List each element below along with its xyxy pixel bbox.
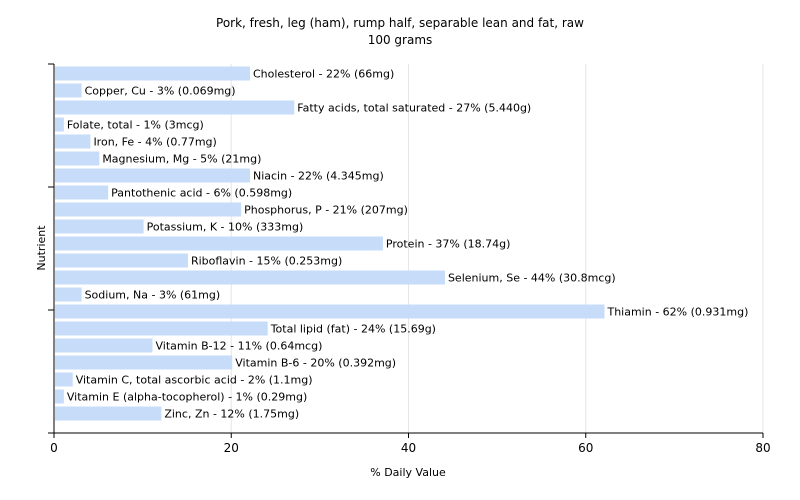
bar-label-0: Cholesterol - 22% (66mg) <box>253 68 394 81</box>
x-tick-label-4: 80 <box>755 441 770 455</box>
bar-13 <box>55 287 82 302</box>
bar-label-6: Niacin - 22% (4.345mg) <box>253 170 384 183</box>
bar-12 <box>55 270 445 285</box>
bar-label-7: Pantothenic acid - 6% (0.598mg) <box>111 187 292 200</box>
bar-label-13: Sodium, Na - 3% (61mg) <box>85 289 221 302</box>
bar-6 <box>55 168 250 183</box>
bar-17 <box>55 355 233 370</box>
bar-10 <box>55 236 383 251</box>
bar-19 <box>55 389 64 404</box>
bar-0 <box>55 66 250 81</box>
x-tick-label-3: 60 <box>578 441 593 455</box>
bar-label-1: Copper, Cu - 3% (0.069mg) <box>85 85 236 98</box>
bar-label-15: Total lipid (fat) - 24% (15.69g) <box>270 323 436 336</box>
bar-1 <box>55 83 82 98</box>
bar-label-11: Riboflavin - 15% (0.253mg) <box>191 255 342 268</box>
bar-label-17: Vitamin B-6 - 20% (0.392mg) <box>235 357 396 370</box>
bar-label-9: Potassium, K - 10% (333mg) <box>147 221 304 234</box>
bar-15 <box>55 321 268 336</box>
bar-18 <box>55 372 73 387</box>
bar-label-14: Thiamin - 62% (0.931mg) <box>606 306 748 319</box>
bar-label-3: Folate, total - 1% (3mcg) <box>67 119 204 132</box>
bar-label-2: Fatty acids, total saturated - 27% (5.44… <box>297 102 531 115</box>
bars-group: Cholesterol - 22% (66mg) Copper, Cu - 3% … <box>55 66 748 421</box>
y-axis-title: Nutrient <box>35 225 48 271</box>
bar-label-5: Magnesium, Mg - 5% (21mg) <box>102 153 261 166</box>
x-tick-label-2: 40 <box>401 441 416 455</box>
bar-7 <box>55 185 109 200</box>
bar-11 <box>55 253 188 268</box>
chart-subtitle: 100 grams <box>368 33 433 47</box>
bar-label-10: Protein - 37% (18.74g) <box>386 238 511 251</box>
bar-2 <box>55 100 295 115</box>
bar-5 <box>55 151 100 166</box>
bar-label-8: Phosphorus, P - 21% (207mg) <box>244 204 408 217</box>
bar-4 <box>55 134 91 149</box>
bar-8 <box>55 202 242 217</box>
bar-14 <box>55 304 605 319</box>
bar-label-20: Zinc, Zn - 12% (1.75mg) <box>164 408 299 421</box>
bar-label-12: Selenium, Se - 44% (30.8mcg) <box>448 272 616 285</box>
bar-label-18: Vitamin C, total ascorbic acid - 2% (1.1… <box>76 374 313 387</box>
chart-title: Pork, fresh, leg (ham), rump half, separ… <box>216 16 584 30</box>
bar-label-16: Vitamin B-12 - 11% (0.64mcg) <box>155 340 322 353</box>
bar-3 <box>55 117 64 132</box>
bar-9 <box>55 219 144 234</box>
bar-16 <box>55 338 153 353</box>
x-tick-label-1: 20 <box>224 441 239 455</box>
x-axis-title: % Daily Value <box>370 466 446 479</box>
axes-group <box>48 63 764 438</box>
bar-label-19: Vitamin E (alpha-tocopherol) - 1% (0.29m… <box>67 391 307 404</box>
bar-label-4: Iron, Fe - 4% (0.77mg) <box>93 136 216 149</box>
bar-20 <box>55 406 162 421</box>
x-tick-labels: 0 20 40 60 80 <box>50 441 770 455</box>
x-tick-label-0: 0 <box>50 441 58 455</box>
